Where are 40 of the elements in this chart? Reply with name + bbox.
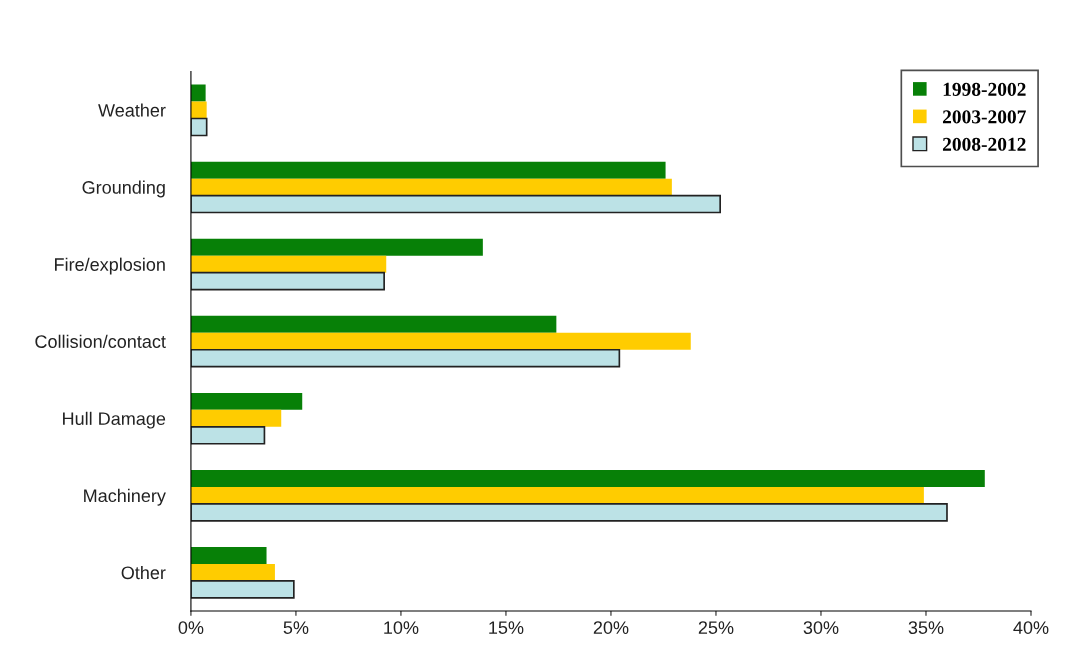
bar [190, 348, 621, 368]
bar [190, 315, 557, 333]
bar [190, 117, 208, 137]
bar [190, 503, 948, 522]
legend-label: 2008-2012 [942, 137, 1026, 151]
bar [190, 178, 672, 196]
legend-label: 1998-2002 [943, 82, 1026, 96]
x-tick-label: 10% [384, 621, 419, 634]
bar [190, 392, 303, 410]
bar [190, 563, 275, 581]
y-tick-label: Hull Damage [63, 411, 166, 429]
legend-label: 2003-2007 [942, 110, 1026, 124]
bar [190, 332, 691, 350]
bar [190, 161, 666, 179]
x-tick-label: 5% [283, 621, 309, 634]
bar [190, 547, 267, 564]
bar [190, 469, 985, 487]
y-tick-label: Machinery [84, 488, 166, 506]
bar [190, 84, 206, 102]
x-tick-label: 40% [1013, 621, 1049, 634]
y-tick-label: Weather [98, 103, 166, 117]
bar [190, 101, 207, 119]
x-tick-label: 35% [908, 621, 944, 634]
bar [190, 409, 282, 427]
bar [190, 580, 295, 599]
x-tick-label: 15% [489, 621, 524, 634]
x-tick-label: 0% [178, 621, 204, 634]
y-tick-label: Fire/explosion [55, 257, 165, 275]
bar [190, 255, 387, 273]
y-tick-label: Collision/contact [35, 334, 166, 348]
y-tick-label: Grounding [82, 180, 165, 198]
bar [190, 425, 266, 445]
bar [190, 271, 385, 291]
y-tick-label: Other [121, 565, 166, 580]
x-tick-label: 20% [593, 621, 629, 634]
bar [190, 486, 924, 504]
bar [190, 194, 722, 214]
bar [190, 238, 483, 256]
x-tick-label: 30% [803, 621, 839, 634]
x-tick-label: 25% [698, 621, 734, 634]
